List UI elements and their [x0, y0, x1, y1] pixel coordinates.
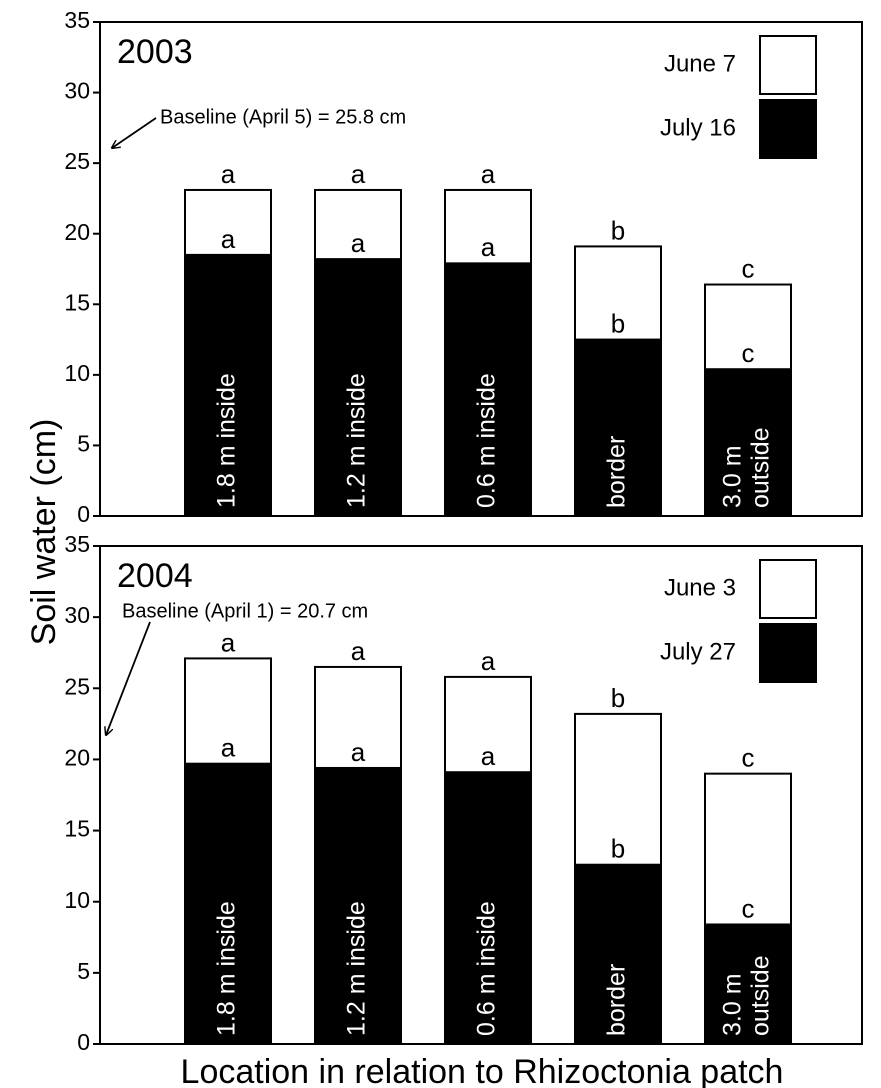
- category-label: 1.2 m inside: [343, 901, 371, 1036]
- y-tick-label: 35: [64, 7, 90, 33]
- baseline-note: Baseline (April 5) = 25.8 cm: [160, 106, 406, 128]
- category-label: 0.6 m inside: [473, 373, 501, 508]
- category-label: 3.0 m: [719, 973, 747, 1036]
- y-tick-label: 25: [64, 673, 90, 699]
- bar-July 16: [704, 368, 792, 517]
- category-label: 0.6 m inside: [473, 901, 501, 1036]
- significance-letter: a: [221, 224, 236, 254]
- y-tick-label: 0: [77, 501, 90, 527]
- panel-label: 2004: [117, 557, 193, 595]
- significance-letter: a: [351, 737, 366, 767]
- significance-letter: a: [351, 159, 366, 189]
- y-tick-label: 10: [64, 360, 90, 386]
- legend-swatch: [759, 623, 817, 683]
- legend-swatch: [759, 99, 817, 159]
- y-tick-label: 5: [77, 431, 90, 457]
- baseline-arrow: [106, 621, 151, 735]
- bar-July 16: [574, 338, 662, 518]
- chart-panel-2004: 0 5 10 15 20 25 30 35 2004 a a 1.8 m inside a a 1.2 m …: [64, 531, 863, 1055]
- legend-label: June 3: [664, 574, 736, 601]
- bar-July 27: [574, 863, 662, 1045]
- category-label: outside: [747, 427, 775, 508]
- y-tick-label: 10: [64, 887, 90, 913]
- panel-label: 2003: [117, 33, 193, 71]
- bar-July 16: [314, 258, 402, 517]
- x-axis-label: Location in relation to Rhizoctonia patc…: [181, 1053, 784, 1088]
- y-tick-label: 35: [64, 531, 90, 557]
- bar-July 16: [444, 262, 532, 517]
- category-label: 1.2 m inside: [343, 373, 371, 508]
- chart-panels: 0 5 10 15 20 25 30 35 2003 a a 1.8 m inside a a 1.2 m …: [64, 7, 863, 1055]
- legend-label: July 27: [660, 638, 736, 665]
- legend-label: July 16: [660, 114, 736, 141]
- significance-letter: a: [481, 646, 496, 676]
- significance-letter: b: [611, 683, 625, 713]
- bar-July 27: [184, 762, 272, 1045]
- significance-letter: a: [351, 636, 366, 666]
- category-label: 1.8 m inside: [213, 901, 241, 1036]
- baseline-arrow: [112, 117, 157, 148]
- significance-letter: a: [481, 741, 496, 771]
- significance-letter: c: [742, 338, 755, 368]
- category-label: outside: [747, 955, 775, 1036]
- y-tick-label: 15: [64, 289, 90, 315]
- significance-letter: a: [481, 159, 496, 189]
- bar-July 27: [704, 923, 792, 1045]
- significance-letter: a: [221, 159, 236, 189]
- significance-letter: a: [221, 733, 236, 763]
- legend-swatch: [759, 35, 817, 95]
- y-tick-label: 30: [64, 602, 90, 628]
- significance-letter: a: [351, 228, 366, 258]
- category-label: border: [603, 964, 631, 1036]
- legend-swatch: [759, 559, 817, 619]
- y-tick-label: 25: [64, 148, 90, 174]
- significance-letter: b: [611, 308, 625, 338]
- significance-letter: c: [742, 253, 755, 283]
- y-tick-label: 5: [77, 958, 90, 984]
- y-tick-label: 0: [77, 1029, 90, 1055]
- bar-July 27: [314, 766, 402, 1045]
- y-tick-label: 20: [64, 745, 90, 771]
- y-axis-label: Soil water (cm): [25, 419, 63, 646]
- significance-letter: a: [221, 627, 236, 657]
- legend-label: June 7: [664, 50, 736, 77]
- y-tick-label: 15: [64, 816, 90, 842]
- baseline-note: Baseline (April 1) = 20.7 cm: [122, 600, 368, 622]
- significance-letter: b: [611, 215, 625, 245]
- category-label: border: [603, 436, 631, 508]
- bar-July 27: [444, 771, 532, 1046]
- significance-letter: c: [742, 893, 755, 923]
- category-label: 3.0 m: [719, 445, 747, 508]
- significance-letter: a: [481, 232, 496, 262]
- y-tick-label: 30: [64, 78, 90, 104]
- category-label: 1.8 m inside: [213, 373, 241, 508]
- significance-letter: c: [742, 743, 755, 773]
- chart-panel-2003: 0 5 10 15 20 25 30 35 2003 a a 1.8 m inside a a 1.2 m …: [64, 7, 863, 527]
- bar-July 16: [184, 253, 272, 517]
- significance-letter: b: [611, 834, 625, 864]
- y-tick-label: 20: [64, 219, 90, 245]
